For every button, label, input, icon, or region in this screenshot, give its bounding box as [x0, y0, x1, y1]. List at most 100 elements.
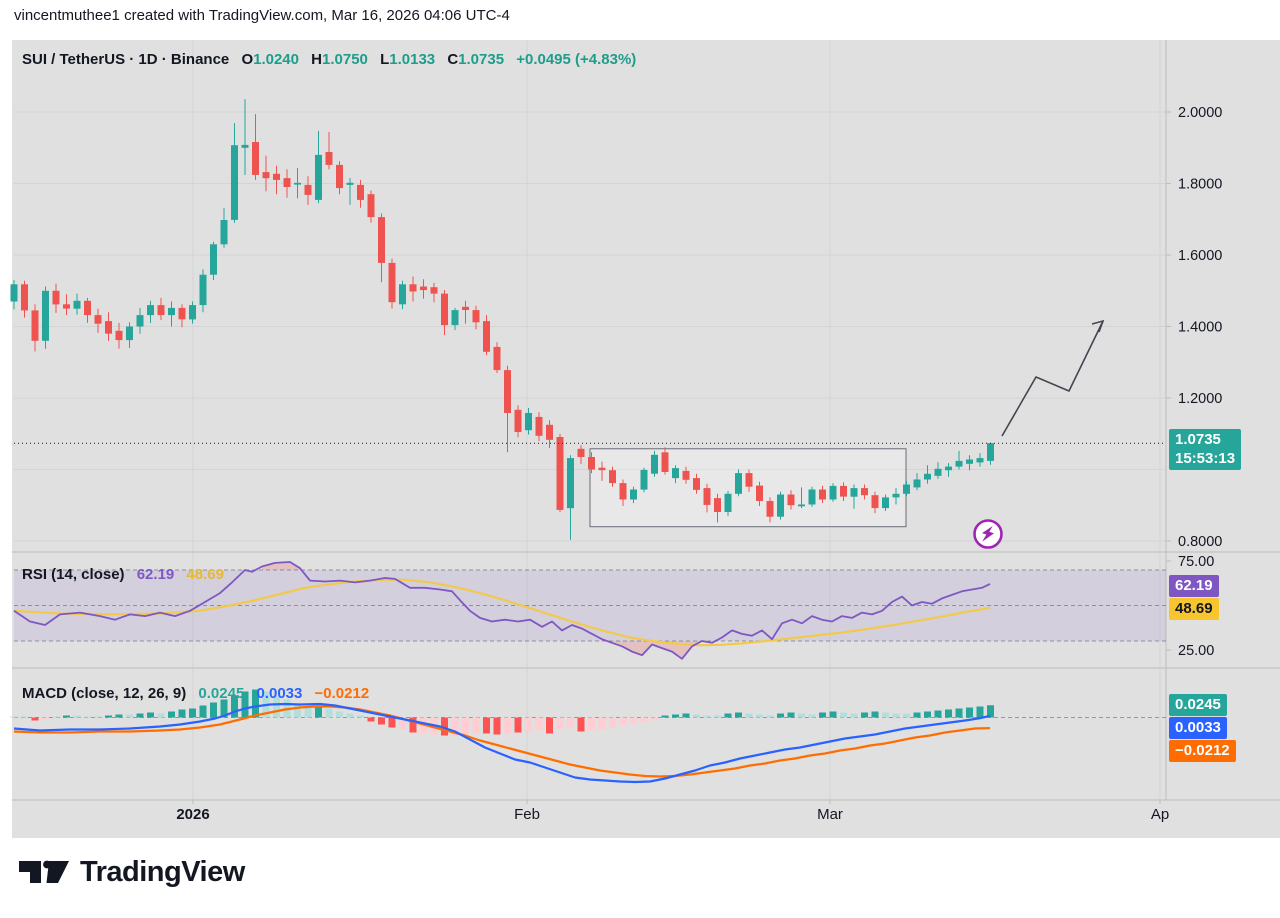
candle-body — [525, 413, 532, 431]
candle-body — [577, 448, 585, 457]
macd-line-axis-badge: 0.0033 — [1169, 717, 1227, 739]
candle-body — [94, 315, 102, 324]
macd-hist-bar — [409, 717, 417, 733]
macd-hist-bar — [178, 709, 186, 718]
macd-pane[interactable] — [10, 689, 1167, 784]
candle-body — [199, 274, 207, 306]
macd-hist-bar — [325, 708, 333, 718]
candle-body — [483, 321, 490, 352]
candle-body — [546, 424, 553, 440]
rsi-oversold-fill — [602, 639, 702, 659]
macd-hist-bar — [682, 713, 690, 718]
macd-hist-bar — [399, 717, 406, 730]
candle-body — [693, 478, 700, 490]
macd-title[interactable]: MACD (close, 12, 26, 9) — [22, 685, 187, 702]
high-value: 1.0750 — [322, 51, 368, 68]
macd-hist-bar — [535, 717, 543, 731]
consolidation-box-drawing[interactable] — [589, 448, 907, 528]
macd-hist-bar — [556, 717, 564, 730]
rsi-ma-axis-badge: 48.69 — [1169, 598, 1219, 620]
candle-body — [157, 305, 165, 316]
macd-hist-bar — [357, 715, 364, 718]
macd-hist-bar — [661, 715, 669, 718]
rsi-title-row[interactable]: RSI (14, close) 62.19 48.69 — [22, 566, 224, 583]
price-axis[interactable]: 2.0000 1.8000 1.6000 1.4000 1.2000 0.8000 75.0… — [1166, 105, 1222, 659]
candle-body — [735, 473, 742, 494]
macd-hist-bar — [189, 708, 196, 718]
candle-body — [63, 304, 70, 309]
macd-hist-bar — [724, 713, 732, 718]
footer-brand[interactable]: TradingView — [18, 854, 245, 890]
candle-body — [850, 488, 858, 497]
lightning-bolt-icon[interactable] — [971, 517, 1005, 551]
macd-hist-bar — [115, 714, 123, 718]
macd-hist-bar — [294, 703, 301, 718]
candle-body — [829, 485, 837, 500]
macd-signal-axis-badge: −0.0212 — [1169, 740, 1236, 762]
close-value: 1.0735 — [458, 51, 505, 68]
candle-body — [556, 437, 564, 510]
macd-hist-bar — [934, 710, 942, 718]
macd-hist-bar — [567, 717, 574, 728]
candle-body — [777, 494, 784, 517]
macd-hist-bar — [388, 717, 396, 728]
macd-hist-bar — [94, 716, 102, 718]
candle-body — [493, 346, 501, 371]
macd-hist-bar — [10, 716, 18, 718]
macd-hist-bar — [63, 715, 70, 718]
macd-hist-bar — [787, 712, 795, 718]
candle-body — [84, 300, 91, 316]
candle-body — [787, 494, 795, 506]
macd-hist-bar — [157, 713, 165, 718]
macd-hist-bar — [546, 717, 553, 734]
candle-body — [640, 469, 648, 490]
macd-hist-bar — [777, 713, 784, 718]
candle-body — [367, 194, 375, 218]
candle-body — [283, 178, 291, 187]
macd-hist-bar — [745, 713, 753, 718]
macd-line — [13, 702, 991, 784]
high-label: H — [311, 51, 323, 68]
rsi-pane[interactable] — [13, 561, 1166, 660]
last-price-badge: 1.0735 15:53:13 — [1169, 429, 1242, 470]
rsi-value: 62.19 — [136, 566, 175, 583]
candle-body — [325, 152, 333, 165]
price-axis-label: 25.00 — [1178, 643, 1214, 659]
symbol-ohlc-row[interactable]: SUI / TetherUS · 1D · Binance O1.0240 H1… — [22, 51, 636, 68]
time-axis[interactable]: 2026 Feb Mar Ap — [176, 800, 1169, 823]
price-axis-label: 0.8000 — [1178, 534, 1222, 550]
projection-arrow-drawing[interactable] — [1001, 319, 1105, 437]
macd-signal-value: −0.0212 — [314, 685, 370, 702]
macd-hist-bar — [126, 714, 133, 718]
macd-line-value: 0.0033 — [256, 685, 303, 702]
macd-hist-bar — [525, 717, 532, 732]
macd-hist-bar — [850, 713, 858, 718]
macd-hist-bar — [703, 715, 711, 718]
candle-body — [430, 287, 438, 294]
rsi-title[interactable]: RSI (14, close) — [22, 566, 125, 583]
macd-hist-bar — [273, 695, 280, 718]
candle-body — [798, 504, 805, 507]
low-label: L — [380, 51, 390, 68]
macd-hist-bar — [598, 717, 606, 730]
candle-body — [336, 164, 343, 189]
macd-hist-bar — [987, 705, 994, 718]
macd-hist-bar — [640, 717, 648, 723]
macd-title-row[interactable]: MACD (close, 12, 26, 9) 0.0245 0.0033 −0… — [22, 685, 369, 702]
macd-hist-bar — [798, 713, 805, 718]
macd-hist-bar — [304, 707, 312, 718]
candle-body — [840, 485, 847, 497]
macd-hist-bar — [493, 717, 501, 735]
macd-hist-bar — [52, 716, 60, 718]
tradingview-logo-icon — [19, 860, 69, 883]
candle-body — [472, 310, 480, 323]
bar-countdown: 15:53:13 — [1175, 450, 1236, 467]
symbol-title[interactable]: SUI / TetherUS · 1D · Binance — [22, 51, 230, 68]
candle-body — [672, 468, 679, 479]
candles-layer — [10, 99, 994, 540]
candle-body — [714, 498, 721, 512]
macd-hist-bar — [903, 713, 910, 718]
change-value: +0.0495 (+4.83%) — [516, 51, 637, 68]
